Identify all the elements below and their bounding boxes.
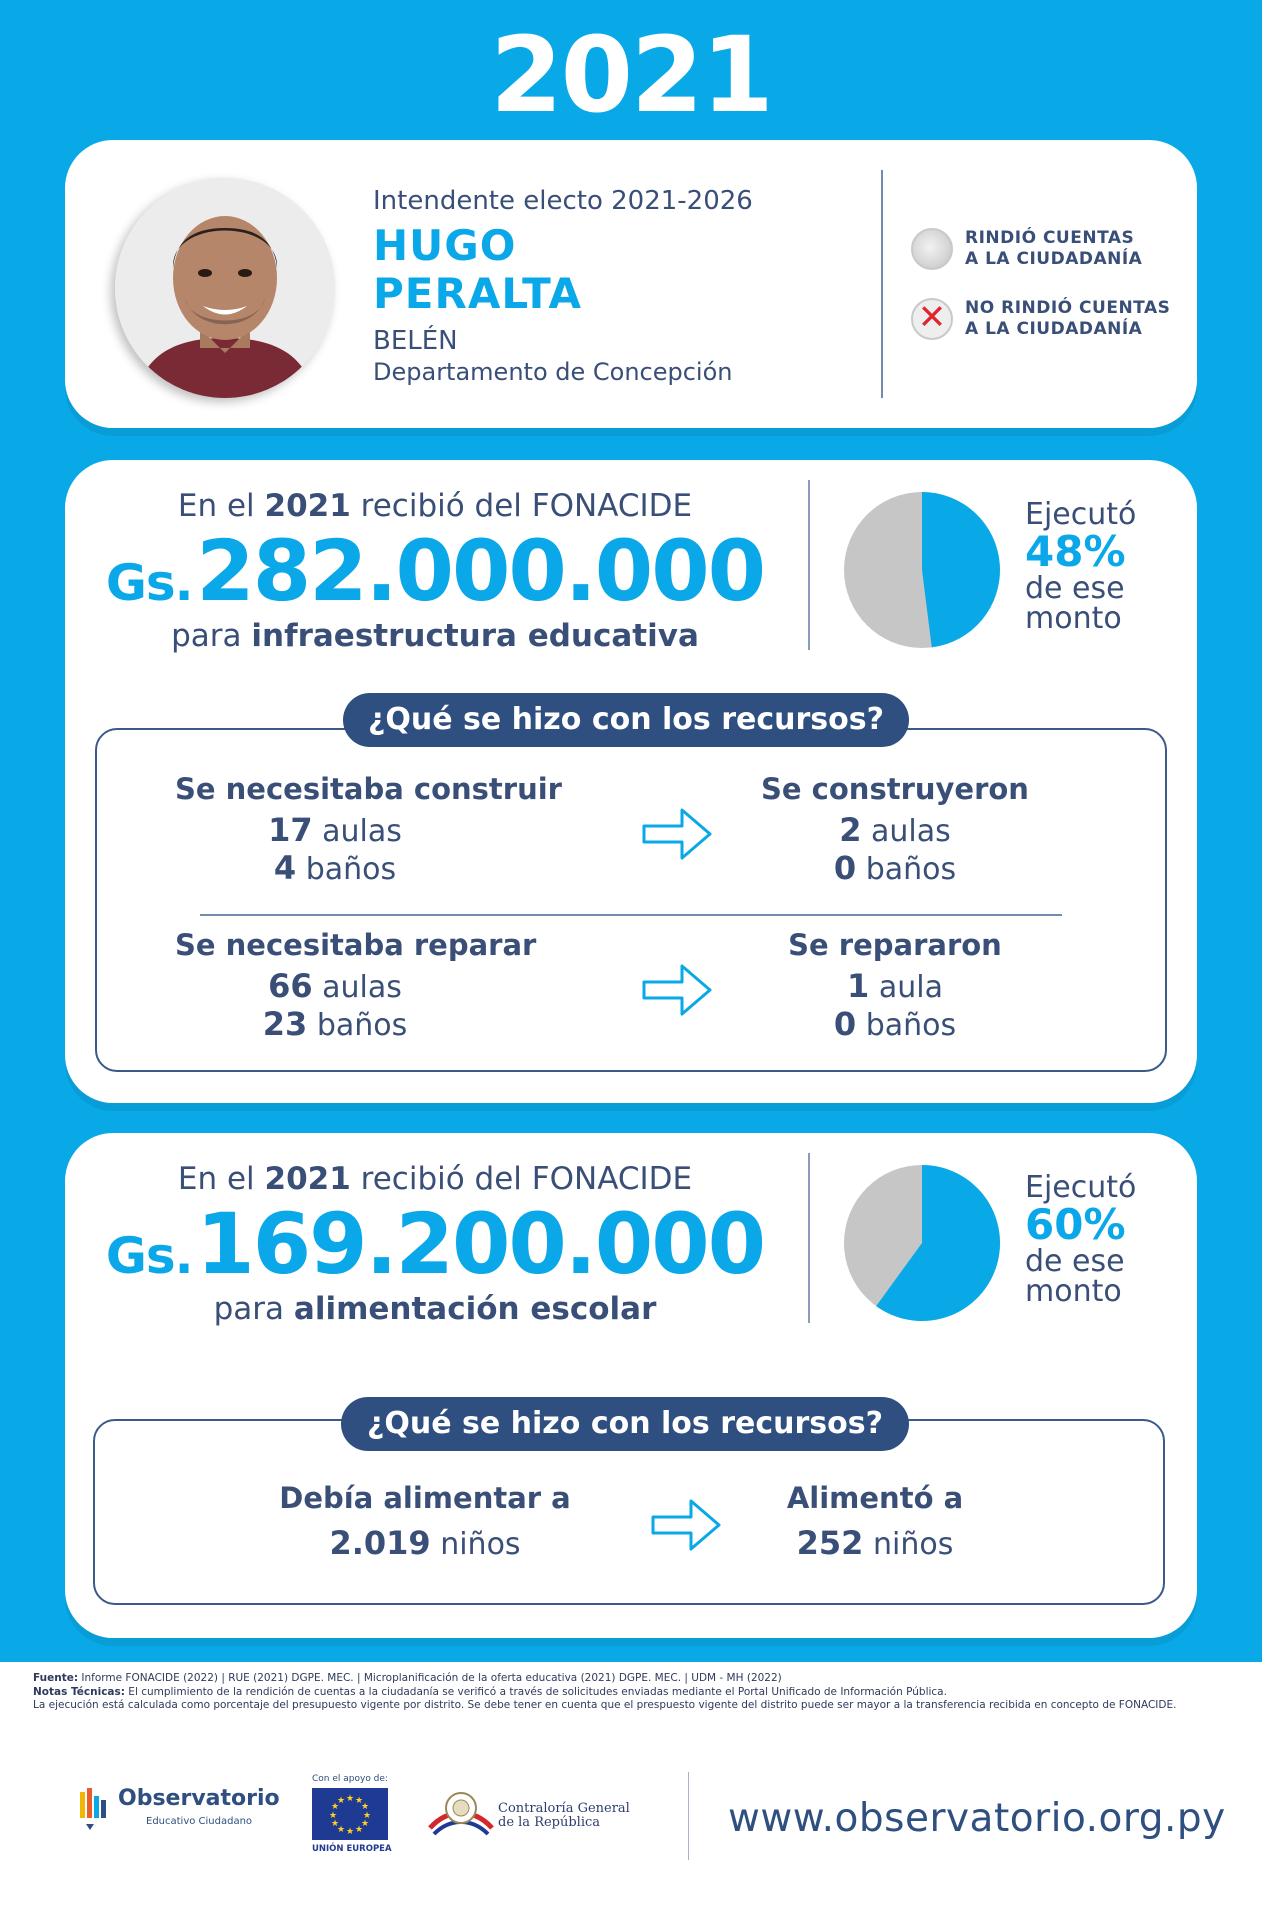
footer-divider [688, 1772, 689, 1860]
food-amount-value: 169.200.000 [196, 1195, 766, 1293]
repaired: Se repararon 1 aula 0 baños [755, 928, 1035, 1044]
eu-logo: Con el apoyo de: ★ ★ ★ ★ ★ ★ ★ ★ ★ ★ ★ ★ UNIÓN E… [312, 1774, 392, 1854]
food-done: Alimentó a 252 niños [765, 1481, 985, 1563]
legend-rendered-line2: A LA CIUDADANÍA [965, 249, 1143, 269]
legend-rendered-line1: RINDIÓ CUENTAS [965, 228, 1135, 248]
svg-text:★: ★ [361, 1802, 369, 1812]
food-card: En el 2021 recibió del FONACIDE Gs. 169.… [65, 1133, 1197, 1638]
infra-row-divider [200, 914, 1062, 916]
infra-pie-chart [844, 492, 1000, 648]
food-currency: Gs. [105, 1227, 194, 1285]
infra-purpose: para infraestructura educativa [171, 618, 699, 654]
svg-text:★: ★ [337, 1796, 345, 1806]
eu-flag-icon: ★ ★ ★ ★ ★ ★ ★ ★ ★ ★ ★ ★ [312, 1788, 388, 1840]
rendered-status-icon [911, 228, 953, 270]
infra-pie-executed [922, 492, 1000, 648]
repair-arrow-icon [642, 964, 712, 1016]
repair-needed-title: Se necesitaba reparar [175, 928, 537, 962]
food-amount: Gs. 169.200.000 [65, 1195, 805, 1293]
food-arrow-icon [651, 1499, 721, 1551]
svg-text:★: ★ [355, 1825, 363, 1835]
mayor-role: Intendente electo 2021-2026 [373, 186, 753, 216]
city-name: BELÉN [373, 326, 458, 356]
footer-technical-notes: Notas Técnicas: El cumplimiento de la re… [33, 1685, 947, 1698]
infrastructure-card: En el 2021 recibió del FONACIDE Gs. 282.… [65, 460, 1197, 1103]
food-done-title: Alimentó a [786, 1481, 964, 1515]
observatorio-bars-icon [80, 1788, 106, 1830]
not-rendered-x-icon: ✕ [911, 298, 953, 340]
mayor-photo [115, 178, 335, 398]
infra-amount: Gs. 282.000.000 [65, 522, 805, 620]
infra-exec-label: Ejecutó [1025, 497, 1137, 532]
food-question-pill: ¿Qué se hizo con los recursos? [341, 1397, 909, 1451]
footer-logos: Observatorio Educativo Ciudadano Con el … [0, 1760, 1262, 1890]
food-needed-title: Debía alimentar a [279, 1481, 571, 1515]
mayor-first-name: HUGO [373, 221, 517, 270]
svg-text:★: ★ [329, 1811, 337, 1821]
food-exec-tail2: monto [1025, 1274, 1122, 1309]
contraloria-seal-icon [428, 1792, 494, 1836]
mayor-name: HUGO PERALTA [373, 222, 582, 318]
contraloria-line2: de la República [498, 1815, 601, 1830]
food-pie-executed [876, 1165, 1001, 1321]
observatorio-subtitle: Educativo Ciudadano [146, 1816, 253, 1827]
svg-text:★: ★ [363, 1811, 371, 1821]
svg-text:★: ★ [331, 1802, 339, 1812]
food-divider [808, 1153, 810, 1323]
infra-exec-pct: 48% [1025, 527, 1126, 576]
infra-received-line: En el 2021 recibió del FONACIDE [177, 488, 693, 524]
built-title: Se construyeron [761, 772, 1029, 806]
repair-needed: Se necesitaba reparar 66 aulas 23 baños [175, 928, 537, 1043]
infra-question-pill: ¿Qué se hizo con los recursos? [343, 693, 909, 747]
website-link[interactable]: www.observatorio.org.py [728, 1796, 1226, 1841]
food-pie-chart [844, 1165, 1001, 1321]
footer-notes: Fuente: Informe FONACIDE (2022) | RUE (2… [33, 1672, 1233, 1713]
food-exec-pct: 60% [1025, 1200, 1126, 1249]
svg-text:★: ★ [361, 1819, 369, 1829]
food-received-line: En el 2021 recibió del FONACIDE [177, 1161, 693, 1197]
profile-card: Intendente electo 2021-2026 HUGO PERALTA… [65, 140, 1197, 428]
eu-name: UNIÓN EUROPEA [312, 1844, 392, 1854]
legend-not-rendered-line2: A LA CIUDADANÍA [965, 319, 1143, 339]
infra-exec-tail2: monto [1025, 601, 1122, 636]
svg-text:★: ★ [337, 1825, 345, 1835]
infra-divider [808, 480, 810, 650]
food-purpose: para alimentación escolar [213, 1291, 657, 1327]
legend-not-rendered-line1: NO RINDIÓ CUENTAS [965, 298, 1171, 318]
build-arrow-icon [642, 808, 712, 860]
build-needed: Se necesitaba construir 17 aulas 4 baños [175, 772, 562, 887]
infra-currency: Gs. [105, 554, 194, 612]
svg-text:★: ★ [346, 1827, 354, 1837]
footer-source: Fuente: Informe FONACIDE (2022) | RUE (2… [33, 1672, 782, 1684]
build-needed-title: Se necesitaba construir [175, 772, 562, 806]
built: Se construyeron 2 aulas 0 baños [755, 772, 1035, 888]
mayor-last-name: PERALTA [373, 269, 583, 318]
eu-support-text: Con el apoyo de: [312, 1774, 388, 1784]
observatorio-title: Observatorio [118, 1786, 280, 1811]
contraloria-logo: Contraloría General de la República [428, 1788, 630, 1852]
food-execution: Ejecutó 60% de ese monto [1025, 1173, 1175, 1307]
contraloria-line1: Contraloría General [498, 1801, 630, 1816]
svg-text:★: ★ [355, 1796, 363, 1806]
food-exec-tail1: de ese [1025, 1244, 1125, 1279]
food-exec-label: Ejecutó [1025, 1170, 1137, 1205]
svg-text:★: ★ [331, 1819, 339, 1829]
legend-not-rendered: ✕ NO RINDIÓ CUENTAS A LA CIUDADANÍA [911, 298, 1170, 340]
observatorio-logo: Observatorio Educativo Ciudadano [78, 1786, 280, 1838]
infra-execution: Ejecutó 48% de ese monto [1025, 500, 1175, 634]
year-title: 2021 [490, 14, 773, 136]
department-name: Departamento de Concepción [373, 358, 733, 386]
profile-divider [881, 170, 883, 398]
footer-technical-notes-2: La ejecución está calculada como porcent… [33, 1699, 1177, 1711]
food-needed: Debía alimentar a 2.019 niños [275, 1481, 575, 1563]
repaired-title: Se repararon [788, 928, 1002, 962]
infra-exec-tail1: de ese [1025, 571, 1125, 606]
legend-rendered: RINDIÓ CUENTAS A LA CIUDADANÍA [911, 228, 1142, 270]
infra-amount-value: 282.000.000 [196, 522, 766, 620]
svg-text:★: ★ [346, 1794, 354, 1804]
